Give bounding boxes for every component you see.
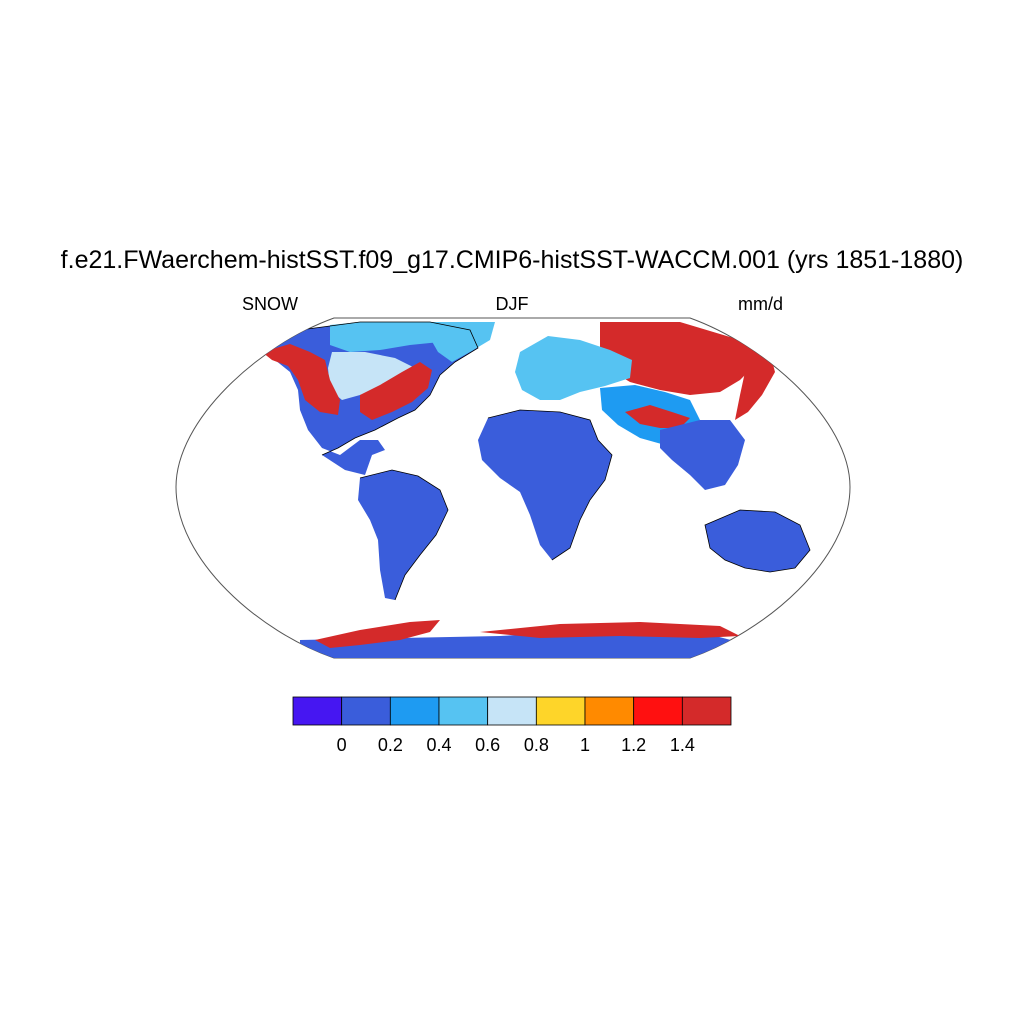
- chart-title: f.e21.FWaerchem-histSST.f09_g17.CMIP6-hi…: [60, 246, 964, 274]
- variable-label: SNOW: [242, 294, 298, 314]
- coastline: [261, 321, 811, 601]
- colorbar-tick-label: 1.4: [669, 735, 695, 755]
- region-himalaya: [625, 405, 690, 428]
- region-kamchatka-japan: [730, 340, 775, 420]
- region-canada-taiga: [328, 352, 415, 400]
- colorbar: [292, 696, 732, 726]
- colorbar-tick-label: 0: [336, 735, 347, 755]
- colorbar-tick-label: 0.4: [426, 735, 452, 755]
- region-eastern-canada: [360, 362, 432, 420]
- colorbar-tick-label: 0.8: [523, 735, 549, 755]
- region-australia: [705, 510, 810, 572]
- region-antarctica-interior: [300, 630, 750, 658]
- region-europe-russia: [515, 336, 632, 400]
- region-africa: [478, 410, 612, 560]
- region-canada-arctic: [330, 322, 460, 352]
- colorbar-box: [681, 696, 732, 726]
- colorbar-box: [438, 696, 489, 726]
- colorbar-box: [535, 696, 586, 726]
- colorbar-box: [584, 696, 635, 726]
- colorbar-box: [487, 696, 537, 726]
- season-label: DJF: [495, 294, 529, 314]
- colorbar-tick-label: 1.2: [621, 735, 647, 755]
- region-siberia: [600, 322, 760, 395]
- region-south-america: [358, 470, 448, 600]
- colorbar-box: [633, 696, 683, 726]
- colorbar-box: [389, 696, 440, 726]
- region-antarctic-coast: [315, 620, 440, 648]
- colorbar-tick-label: 1: [579, 735, 591, 755]
- units-label: mm/d: [738, 294, 783, 314]
- region-greenland: [430, 322, 495, 362]
- colorbar-tick-label: 0.6: [475, 735, 501, 755]
- colorbar-tick-label: 0.2: [377, 735, 403, 755]
- region-antarctic-coast-east: [480, 622, 740, 638]
- colorbar-box: [341, 696, 391, 726]
- region-east-asia: [660, 420, 745, 490]
- region-alaska-pacific-coast: [262, 344, 340, 415]
- colorbar-box: [292, 696, 343, 726]
